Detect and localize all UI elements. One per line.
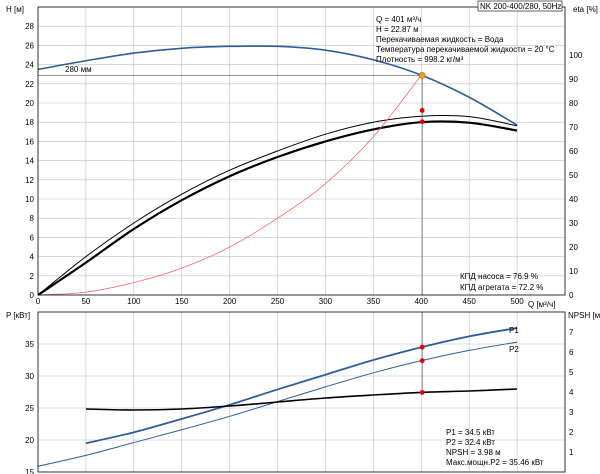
info-eff-unit: КПД агрегата = 72.2 %: [460, 283, 543, 292]
x-tick-label: 50: [81, 297, 90, 306]
y-left-tick-label-top: 22: [25, 80, 34, 89]
info-h: H = 22.87 м: [376, 25, 419, 34]
y-right-tick-label-top: 70: [569, 123, 578, 132]
y-left-tick-label-top: 8: [30, 214, 35, 223]
top-grid: [38, 7, 565, 295]
y-left-tick-label-top: 0: [30, 291, 35, 300]
operating-point-top-1: [419, 108, 425, 113]
x-tick-label: 100: [127, 297, 141, 306]
y-left-tick-label-top: 18: [25, 118, 34, 127]
y-left-tick-label-bottom: 15: [25, 468, 34, 474]
info-p2: P2 = 32.4 кВт: [446, 438, 495, 447]
operating-point-bottom-2: [419, 390, 425, 395]
x-axis-label: Q [м³/ч]: [528, 300, 555, 309]
y-right-tick-label-top: 100: [569, 51, 583, 60]
y-right-tick-label-bottom: 2: [569, 428, 574, 437]
y-right-tick-label-top: 10: [569, 267, 578, 276]
info-density: Плотность = 998.2 кг/м³: [376, 55, 464, 64]
y-right-tick-label-bottom: 1: [569, 448, 574, 457]
info-eff-pump: КПД насоса = 76.9 %: [460, 272, 538, 281]
tick-labels-group: 0 50 100 150 200 250 300 350 400 450 5000246810121…: [25, 22, 583, 474]
y-left-tick-label-bottom: 25: [25, 404, 34, 413]
y-right-tick-label-bottom: 4: [569, 388, 574, 397]
series-line-top-1: [37, 114, 518, 296]
info-pmax: Макс.мощн.P2 = 35.46 кВт: [446, 458, 544, 467]
y-left-tick-label-bottom: 30: [25, 372, 34, 381]
series-label-p2: P2: [509, 345, 519, 354]
y-left-tick-label-top: 10: [25, 195, 34, 204]
x-tick-label: 150: [175, 297, 189, 306]
chart-title: NK 200-400/280, 50Hz: [480, 2, 561, 11]
x-tick-label: 250: [271, 297, 285, 306]
y-right-tick-label-top: 60: [569, 147, 578, 156]
y-left-tick-label-top: 16: [25, 137, 34, 146]
x-tick-label: 0: [36, 297, 41, 306]
y-right-tick-label-top: 80: [569, 99, 578, 108]
y-right-tick-label-bottom: 7: [569, 328, 574, 337]
bottom-series-group: [37, 312, 518, 467]
y-left-tick-label-top: 12: [25, 176, 34, 185]
y-left-tick-label-top: 26: [25, 41, 34, 50]
y-right-tick-label-bottom: 5: [569, 368, 574, 377]
x-tick-label: 300: [319, 297, 333, 306]
y-right-tick-label-top: 0: [569, 291, 574, 300]
info-npsh: NPSH = 3.98 м: [446, 448, 501, 457]
y-left-tick-label-bottom: 35: [25, 340, 34, 349]
info-temperature: Температура перекачиваемой жидкости = 20…: [376, 45, 555, 54]
operating-point-bottom-0: [419, 344, 425, 350]
operating-point-top-2: [419, 119, 425, 125]
x-tick-label: 450: [463, 297, 477, 306]
top-plot-frame: [37, 6, 566, 296]
operating-point-bottom-1: [419, 358, 425, 364]
curve-label-280: 280 мм: [65, 65, 92, 74]
y-left-tick-label-top: 14: [25, 157, 34, 166]
x-tick-label: 350: [367, 297, 381, 306]
info-p1: P1 = 34.5 кВт: [446, 428, 495, 437]
info-liquid: Перекачиваемая жидкость = Вода: [376, 35, 504, 44]
y-right-label-top: eta [%]: [573, 5, 598, 14]
y-right-tick-label-top: 50: [569, 171, 578, 180]
title-box: [477, 0, 563, 12]
x-tick-label: 500: [510, 297, 524, 306]
series-line-bottom-0: [85, 327, 518, 445]
y-left-label-top: H [м]: [6, 5, 24, 14]
series-line-top-2: [37, 120, 518, 296]
top-series-group: [37, 45, 518, 296]
y-right-tick-label-bottom: 3: [569, 408, 574, 417]
series-line-top-0: [37, 45, 518, 126]
y-right-tick-label-top: 20: [569, 243, 578, 252]
y-left-tick-label-top: 20: [25, 99, 34, 108]
series-line-top-3: [37, 74, 422, 296]
y-left-tick-label-bottom: 20: [25, 436, 34, 445]
info-q: Q = 401 м³/ч: [376, 15, 421, 24]
y-right-tick-label-top: 40: [569, 195, 578, 204]
x-tick-label: 400: [415, 297, 429, 306]
operating-point-top-0: [418, 72, 426, 79]
bottom-plot-frame: [37, 311, 566, 473]
y-right-tick-label-top: 90: [569, 75, 578, 84]
y-left-tick-label-top: 28: [25, 22, 34, 31]
x-tick-label: 200: [223, 297, 237, 306]
y-left-tick-label-top: 24: [25, 61, 34, 70]
y-left-tick-label-top: 2: [30, 272, 35, 281]
series-label-p1: P1: [509, 326, 519, 335]
y-left-label-bottom: P [кВт]: [6, 311, 30, 320]
y-left-tick-label-top: 6: [30, 233, 35, 242]
y-left-tick-label-top: 4: [30, 253, 35, 262]
y-right-label-bottom: NPSH [м]: [568, 311, 600, 320]
y-right-tick-label-top: 30: [569, 219, 578, 228]
series-line-bottom-2: [85, 388, 518, 411]
y-right-tick-label-bottom: 6: [569, 348, 574, 357]
